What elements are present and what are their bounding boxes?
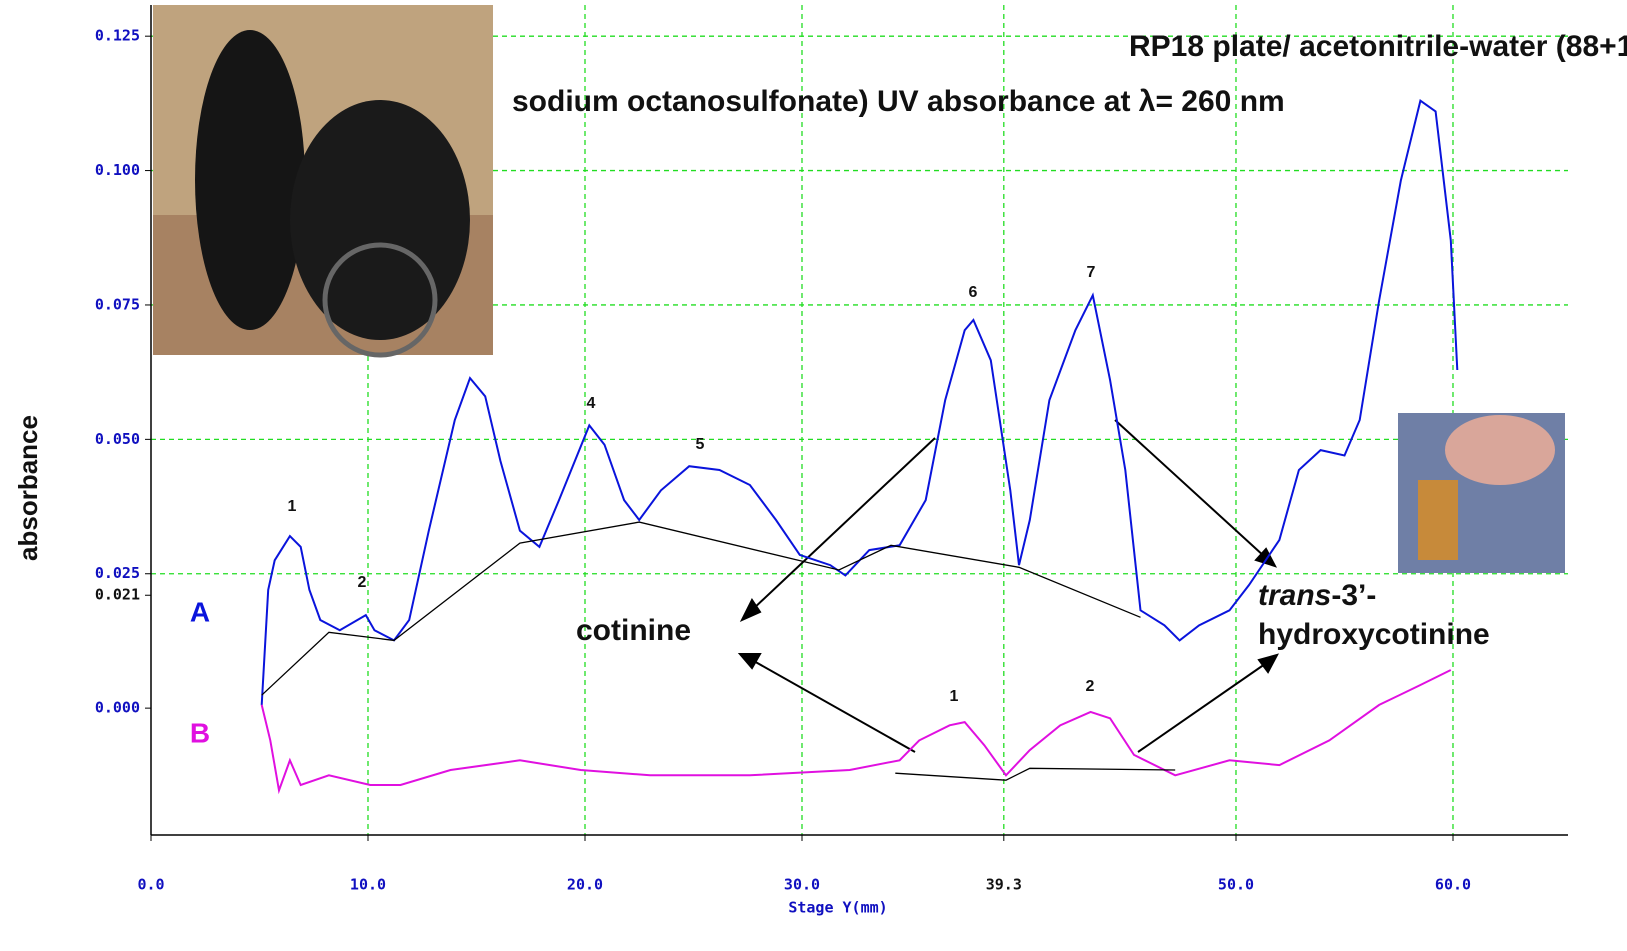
x-tick-label: 10.0 xyxy=(350,876,386,894)
x-tick-label: 60.0 xyxy=(1435,876,1471,894)
arrow xyxy=(751,659,916,753)
arrow xyxy=(1114,419,1266,558)
annotation: trans-3’- xyxy=(1258,579,1376,612)
y-tick-label: 0.050 xyxy=(95,430,140,448)
series-label: B xyxy=(190,717,210,748)
x-tick-label: 0.0 xyxy=(137,876,164,894)
baseline xyxy=(895,767,1176,781)
x-tick-label: 20.0 xyxy=(567,876,603,894)
y-tick-label: 0.025 xyxy=(95,564,140,582)
title-line: sodium octanosulfonate) UV absorbance at… xyxy=(512,85,1285,118)
x-tick-label: 50.0 xyxy=(1218,876,1254,894)
arrow xyxy=(1137,663,1266,753)
annotation-part: -3’- xyxy=(1331,579,1376,612)
photo-hand xyxy=(1445,415,1555,485)
arrow-head xyxy=(1257,653,1279,674)
x-tick-label: 39.3 xyxy=(986,876,1022,894)
x-axis-label: Stage Y(mm) xyxy=(788,899,887,917)
y-tick-label: 0.000 xyxy=(95,699,140,717)
arrow-head xyxy=(739,598,762,623)
annotation-part: trans xyxy=(1258,579,1331,612)
photo-figure xyxy=(195,30,305,330)
peak-label: 2 xyxy=(358,574,367,591)
peak-label: 2 xyxy=(1086,678,1095,695)
data-line xyxy=(260,669,1452,795)
y-tick-label: 0.075 xyxy=(95,295,140,313)
peak-label: 4 xyxy=(587,395,596,412)
arrow-head xyxy=(737,653,762,670)
peak-label: 1 xyxy=(288,498,297,515)
photo-bottle xyxy=(1418,480,1458,560)
x-tick-label: 30.0 xyxy=(784,876,820,894)
photo-wheel xyxy=(322,242,438,358)
y-tick-label: 0.100 xyxy=(95,161,140,179)
y-axis-label: absorbance xyxy=(13,415,43,561)
title-line: RP18 plate/ acetonitrile-water (88+12, v… xyxy=(1129,30,1627,63)
annotation: cotinine xyxy=(576,614,691,647)
peak-label: 5 xyxy=(696,436,705,453)
y-tick-label: 0.125 xyxy=(95,27,140,45)
photo-figure xyxy=(290,100,470,340)
data-line xyxy=(260,99,1459,705)
arrow xyxy=(751,437,936,611)
y-marker-label: 0.021 xyxy=(95,586,140,604)
arrow-head xyxy=(1254,547,1278,568)
peak-label: 1 xyxy=(950,688,959,705)
arrows xyxy=(737,419,1279,753)
annotation: hydroxycotinine xyxy=(1258,618,1490,651)
baseline xyxy=(261,521,1141,696)
series-label: A xyxy=(190,596,210,627)
peak-label: 6 xyxy=(969,284,978,301)
peak-label: 7 xyxy=(1087,264,1096,281)
